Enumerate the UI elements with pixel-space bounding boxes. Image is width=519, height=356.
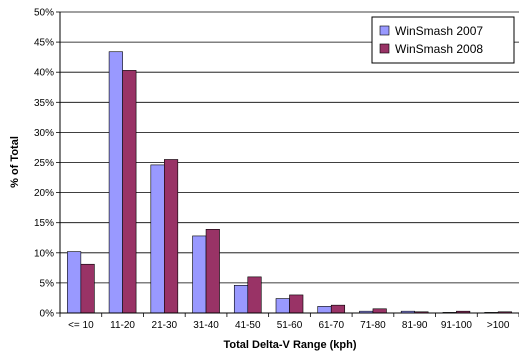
gridlines (56, 11, 519, 314)
x-tick-label: <= 10 (68, 320, 94, 331)
y-tick-label: 0% (40, 309, 55, 320)
legend-swatch-winsmash-2008 (379, 43, 390, 54)
y-tick-label: 5% (40, 278, 55, 289)
legend-box (371, 16, 515, 64)
x-tick-labels: <= 10 11-20 21-30 31-40 41-50 51-60 61-70 71-80… (59, 313, 519, 331)
bar-winsmash-2008 (122, 70, 137, 314)
x-tick-label: 81-90 (402, 320, 428, 331)
y-tick-labels: 0% 5% 10% 15% 20% 25% 30% 35% 40% 45% 50% (34, 8, 54, 320)
x-tick-label: 31-40 (193, 320, 219, 331)
bar-winsmash-2008 (205, 229, 220, 314)
y-axis-title: % of Total (9, 136, 21, 188)
y-tick-label: 35% (34, 98, 54, 109)
y-tick-label: 50% (34, 8, 54, 19)
bars (67, 51, 512, 314)
x-tick-label: 71-80 (360, 320, 386, 331)
x-tick-label: >100 (487, 320, 510, 331)
legend-label-winsmash-2008: WinSmash 2008 (395, 42, 483, 56)
legend-swatch-winsmash-2007 (379, 25, 390, 36)
y-tick-label: 25% (34, 158, 54, 169)
bar-winsmash-2007 (233, 285, 249, 314)
bar-winsmash-2007 (108, 51, 123, 314)
y-tick-label: 10% (34, 248, 54, 259)
bar-winsmash-2008 (289, 294, 304, 314)
bar-winsmash-2008 (80, 263, 95, 314)
bar-winsmash-2007 (317, 306, 332, 314)
x-tick-label: 51-60 (277, 320, 303, 331)
bar-winsmash-2007 (275, 298, 290, 314)
bar-winsmash-2008 (164, 159, 179, 314)
x-tick-label: 11-20 (110, 320, 135, 331)
x-tick-label: 91-100 (441, 320, 473, 331)
bar-winsmash-2007 (192, 235, 207, 314)
legend-label-winsmash-2007: WinSmash 2007 (395, 24, 483, 38)
x-tick-label: 41-50 (235, 320, 261, 331)
y-tick-label: 45% (34, 38, 54, 49)
bar-winsmash-2007 (150, 164, 165, 314)
y-tick-label: 40% (34, 68, 54, 79)
y-tick-label: 15% (34, 218, 54, 229)
y-tick-label: 30% (34, 128, 54, 139)
bar-winsmash-2008 (247, 276, 262, 314)
bar-winsmash-2007 (67, 251, 82, 314)
y-tick-label: 20% (34, 188, 54, 199)
x-tick-label: 61-70 (318, 320, 344, 331)
bar-winsmash-2008 (372, 308, 387, 314)
bar-winsmash-2008 (330, 304, 346, 314)
x-axis-title: Total Delta-V Range (kph) (223, 339, 356, 351)
legend: WinSmash 2007 WinSmash 2008 (371, 16, 515, 64)
x-tick-label: 21-30 (152, 320, 178, 331)
